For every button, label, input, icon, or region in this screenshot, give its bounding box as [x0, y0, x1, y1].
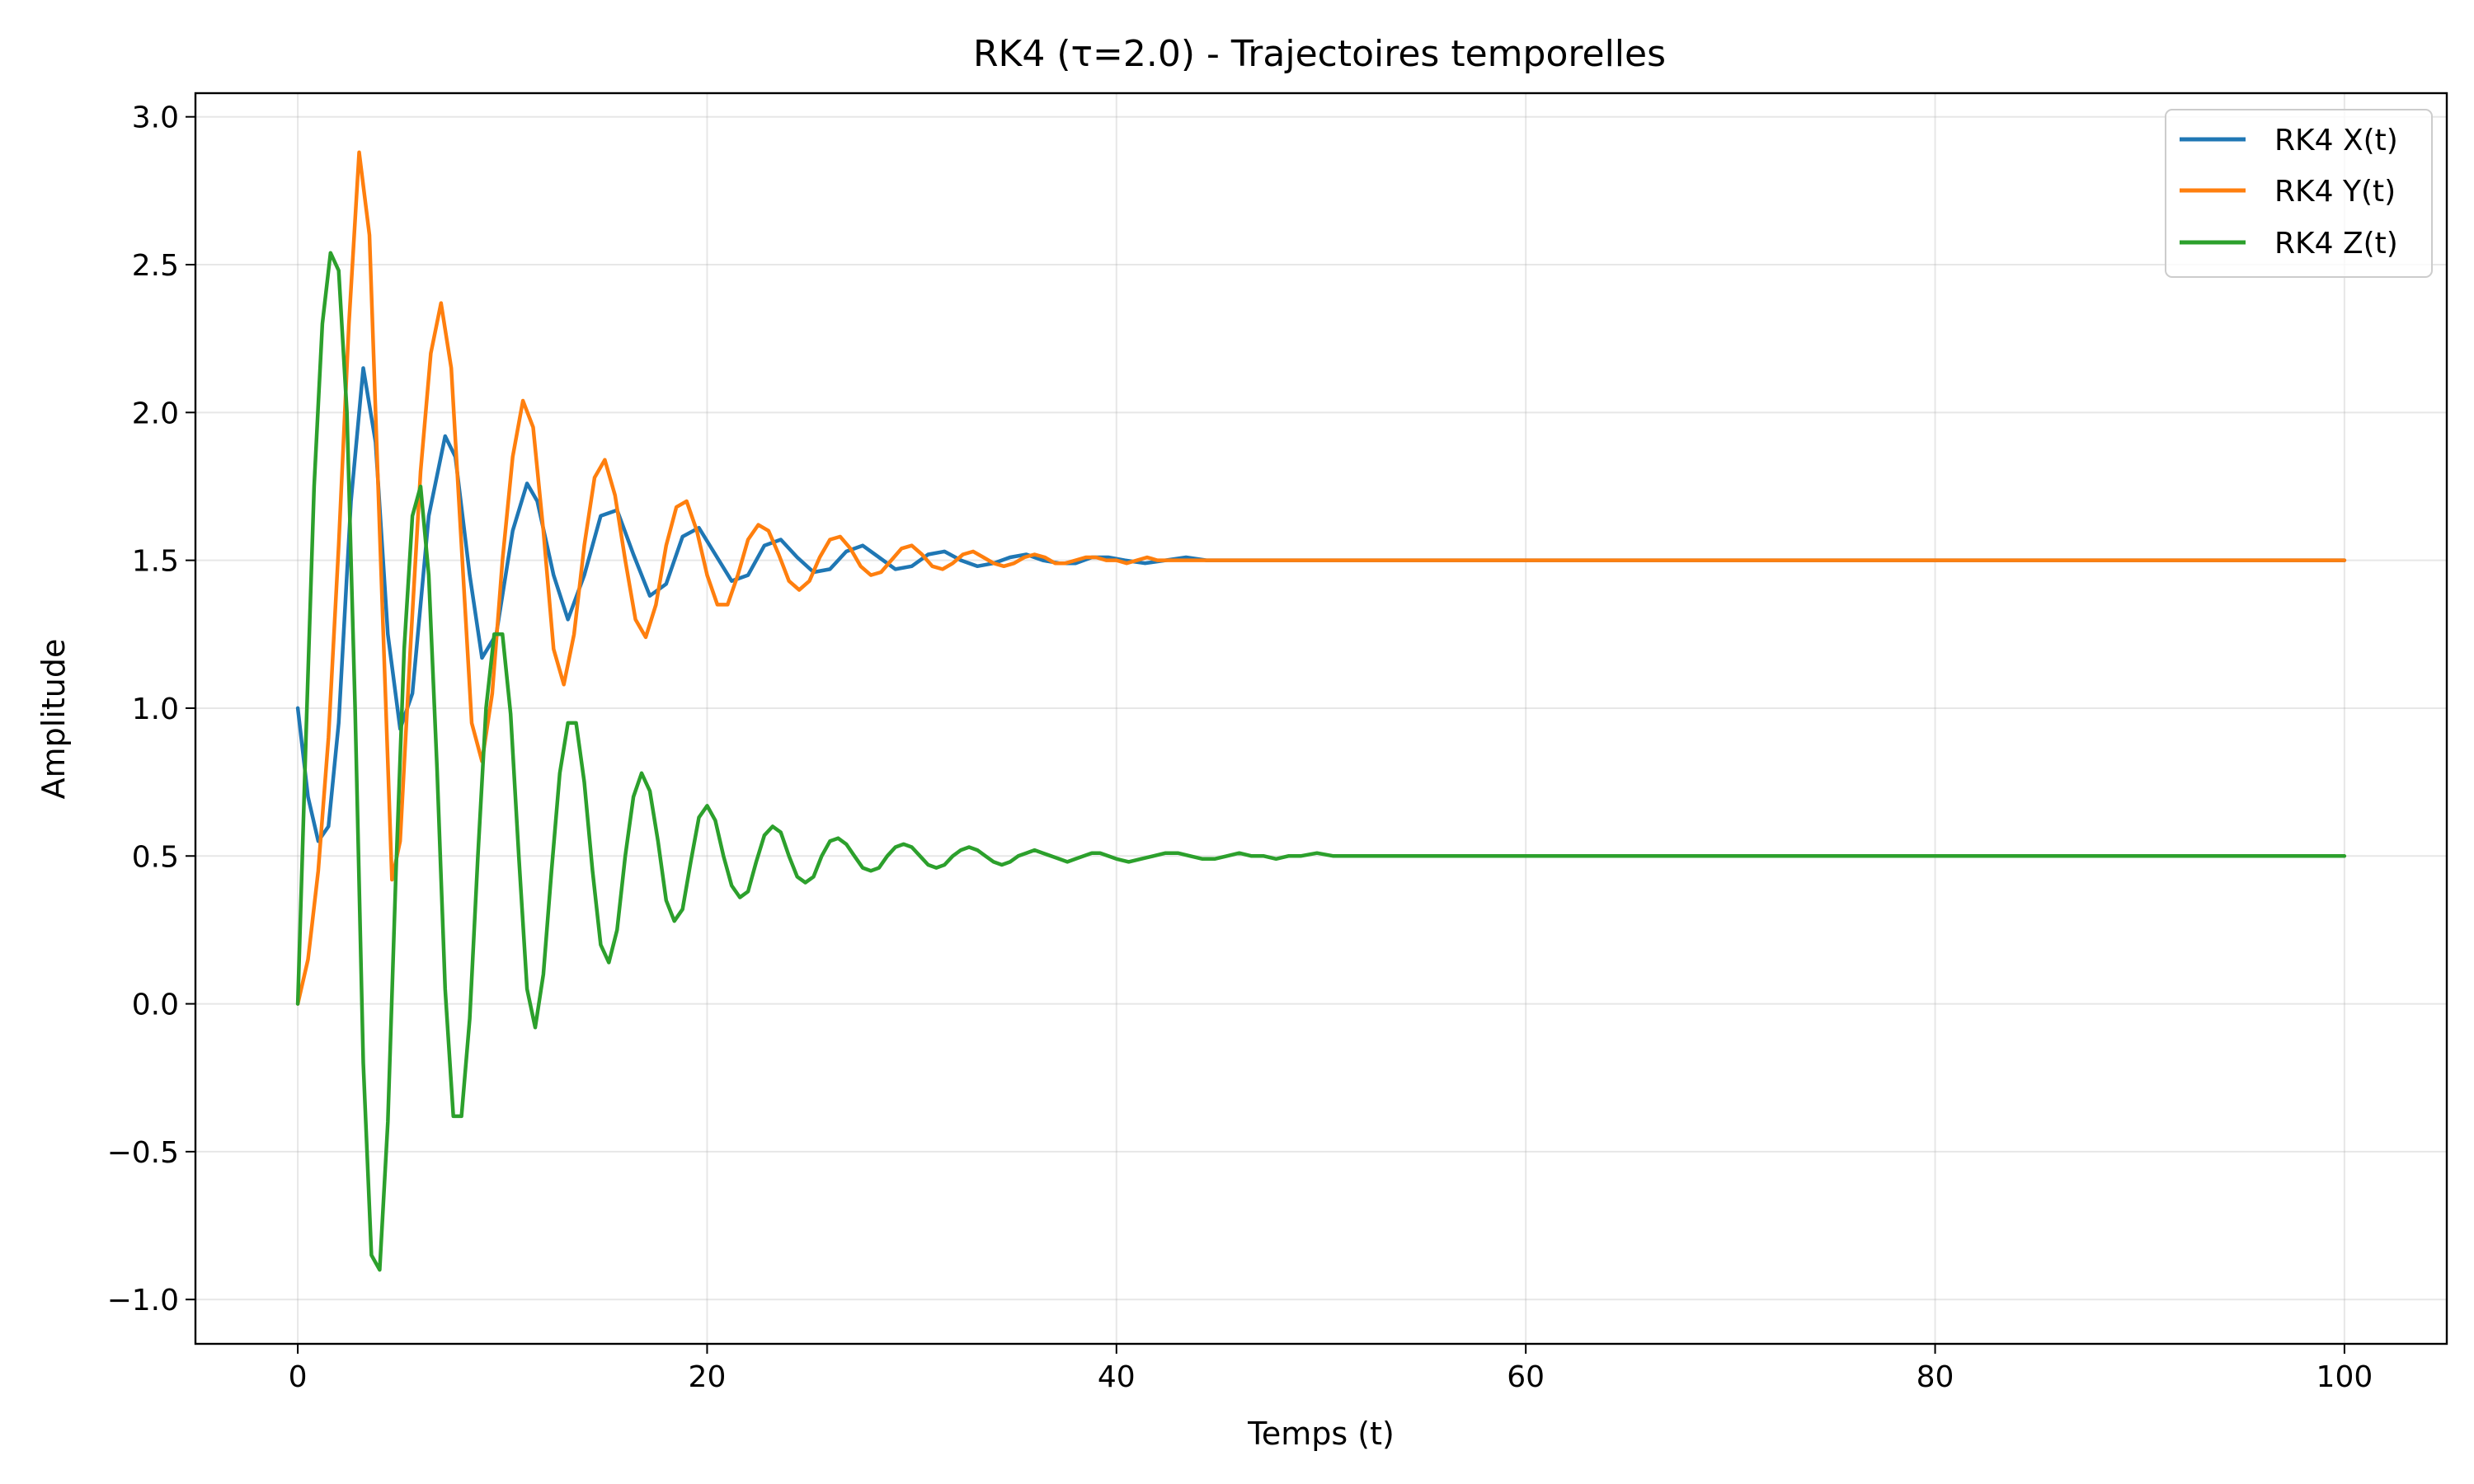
y-tick-label: 2.5: [132, 249, 179, 283]
y-tick-label: 3.0: [132, 101, 179, 135]
chart-title: RK4 (τ=2.0) - Trajectoires temporelles: [973, 33, 1666, 75]
axes-background: [195, 93, 2447, 1344]
axes-frame: [194, 92, 2448, 1345]
legend: RK4 X(t) RK4 Y(t) RK4 Z(t): [2165, 109, 2433, 278]
y-axis-ticks: −1.0 −0.5 0.0 0.5 1.0 1.5 2.0 2.5 3.0: [107, 101, 195, 1317]
series-y-line: [295, 150, 2347, 1006]
legend-label-x: RK4 X(t): [2274, 124, 2398, 157]
x-axis-label: Temps (t): [1247, 1416, 1395, 1452]
y-tick-label: −1.0: [107, 1284, 179, 1317]
y-tick-label: 2.0: [132, 397, 179, 430]
y-axis-label: Amplitude: [35, 639, 72, 800]
y-tick-label: 0.0: [132, 989, 179, 1022]
series-layer: [295, 150, 2347, 1272]
legend-label-z: RK4 Z(t): [2274, 227, 2398, 261]
x-axis-ticks: 0 20 40 60 80 100: [289, 1344, 2373, 1394]
x-tick-label: 20: [689, 1360, 727, 1394]
x-tick-label: 0: [289, 1360, 308, 1394]
legend-label-y: RK4 Y(t): [2274, 175, 2396, 209]
legend-box: [2165, 109, 2433, 278]
plot-area: [194, 92, 2448, 1345]
x-tick-label: 80: [1917, 1360, 1954, 1394]
y-tick-label: 1.5: [132, 545, 179, 579]
x-tick-label: 100: [2316, 1360, 2373, 1394]
y-tick-label: 0.5: [132, 840, 179, 874]
x-tick-label: 60: [1507, 1360, 1545, 1394]
y-tick-label: −0.5: [107, 1136, 179, 1170]
series-z-line: [295, 251, 2347, 1272]
x-tick-label: 40: [1098, 1360, 1136, 1394]
y-tick-label: 1.0: [132, 693, 179, 726]
